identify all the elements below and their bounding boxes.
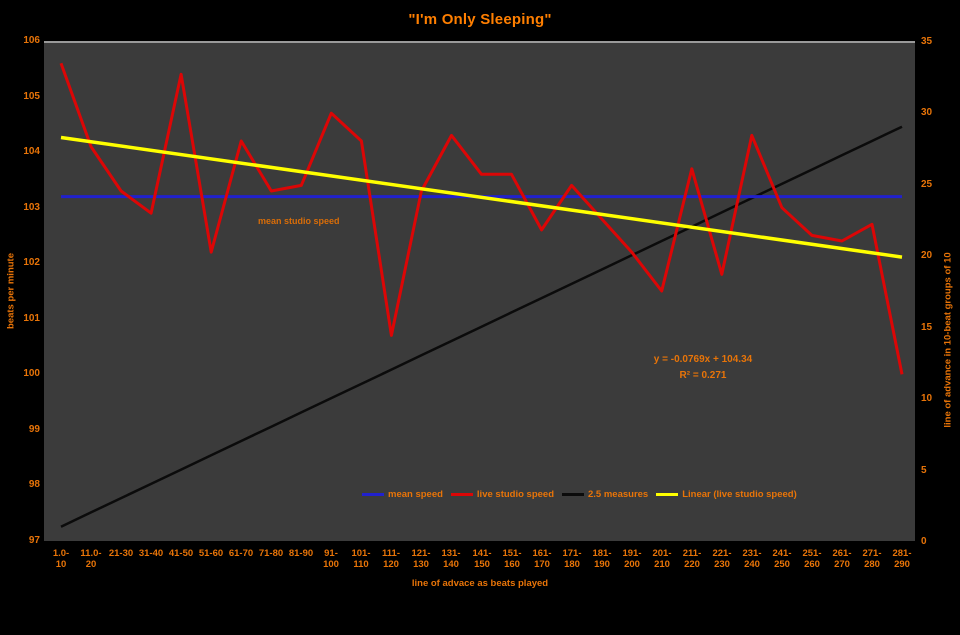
left-axis-tick: 100 [23,368,40,379]
x-axis-tick: 91- 100 [323,548,339,570]
x-axis-title: line of advace as beats played [411,578,549,589]
live-studio-speed-legend-swatch [450,493,473,496]
trend-legend-swatch [656,493,679,496]
left-axis-tick: 101 [23,313,40,324]
legend-item-measures: 2.5 measures [562,489,648,500]
x-axis-tick: 231- 240 [742,548,762,570]
live-studio-speed-legend-label: live studio speed [476,489,554,500]
legend: mean speed live studio speed 2.5 measures L… [362,489,797,500]
x-axis-tick: 131- 140 [441,548,461,570]
x-axis-tick: 31-40 [138,548,164,559]
trend-annotation: y = -0.0769x + 104.34 R² = 0.271 [598,352,808,384]
mean-speed-legend-swatch [362,493,384,496]
trend-line [60,135,903,259]
x-axis-tick: 251- 260 [802,548,822,570]
right-axis-tick: 0 [921,536,927,547]
x-axis-tick: 221- 230 [712,548,732,570]
x-axis-tick: 281- 290 [892,548,912,570]
x-axis-tick: 101- 110 [351,548,371,570]
x-axis-tick: 261- 270 [832,548,852,570]
x-axis-tick: 111- 120 [382,548,400,570]
left-axis-tick: 97 [28,535,40,546]
legend-item-mean-speed: mean speed [362,489,443,500]
r-squared-label: R² = 0.271 [679,370,727,381]
mean-speed-legend-label: mean speed [388,489,443,500]
trend-legend-label: Linear (live studio speed) [682,489,797,500]
measures-legend-label: 2.5 measures [588,489,649,500]
x-axis-tick: 151- 160 [502,548,522,570]
left-axis-tick: 99 [28,424,40,435]
x-axis-tick: 241- 250 [772,548,792,570]
x-axis-tick: 41-50 [168,548,194,559]
x-axis-tick: 121- 130 [411,548,431,570]
x-axis-tick: 21-30 [108,548,134,559]
left-axis-tick: 103 [23,202,40,213]
right-axis-tick: 15 [921,322,933,333]
x-axis-tick: 11.0- 20 [80,548,102,570]
right-axis-tick: 20 [921,250,933,261]
right-axis-tick: 25 [921,179,933,190]
right-axis-tick: 35 [921,36,933,47]
left-axis-tick: 102 [23,257,40,268]
trend-equation-label: y = -0.0769x + 104.34 [653,354,753,365]
x-axis-tick: 61-70 [228,548,254,559]
right-axis-tick: 30 [921,107,933,118]
x-axis-tick: 161- 170 [532,548,552,570]
measures-legend-swatch [562,493,584,496]
x-axis-tick: 211- 220 [682,548,702,570]
x-axis-tick: 271- 280 [862,548,882,570]
chart-title: "I'm Only Sleeping" [408,11,552,28]
left-axis-tick: 104 [23,146,40,157]
measures-line [60,125,903,528]
live-studio-speed-line [59,62,904,375]
x-axis-tick: 1.0- 10 [52,548,70,570]
x-axis-tick: 51-60 [198,548,224,559]
right-axis-tick: 10 [921,393,933,404]
left-axis-tick: 105 [23,91,40,102]
left-axis-tick: 106 [23,35,40,46]
x-axis-tick: 191- 200 [622,548,642,570]
x-axis-tick: 141- 150 [472,548,492,570]
left-axis-tick: 98 [28,479,40,490]
x-axis-tick: 81-90 [288,548,314,559]
x-axis-tick: 71-80 [258,548,284,559]
mean-studio-speed-label: mean studio speed [258,216,340,226]
x-axis-tick: 171- 180 [562,548,582,570]
legend-item-live-studio-speed: live studio speed [450,489,554,500]
x-axis-tick: 201- 210 [652,548,672,570]
legend-item-trend: Linear (live studio speed) [656,489,797,500]
x-axis-tick: 181- 190 [592,548,612,570]
right-axis-tick: 5 [921,465,927,476]
